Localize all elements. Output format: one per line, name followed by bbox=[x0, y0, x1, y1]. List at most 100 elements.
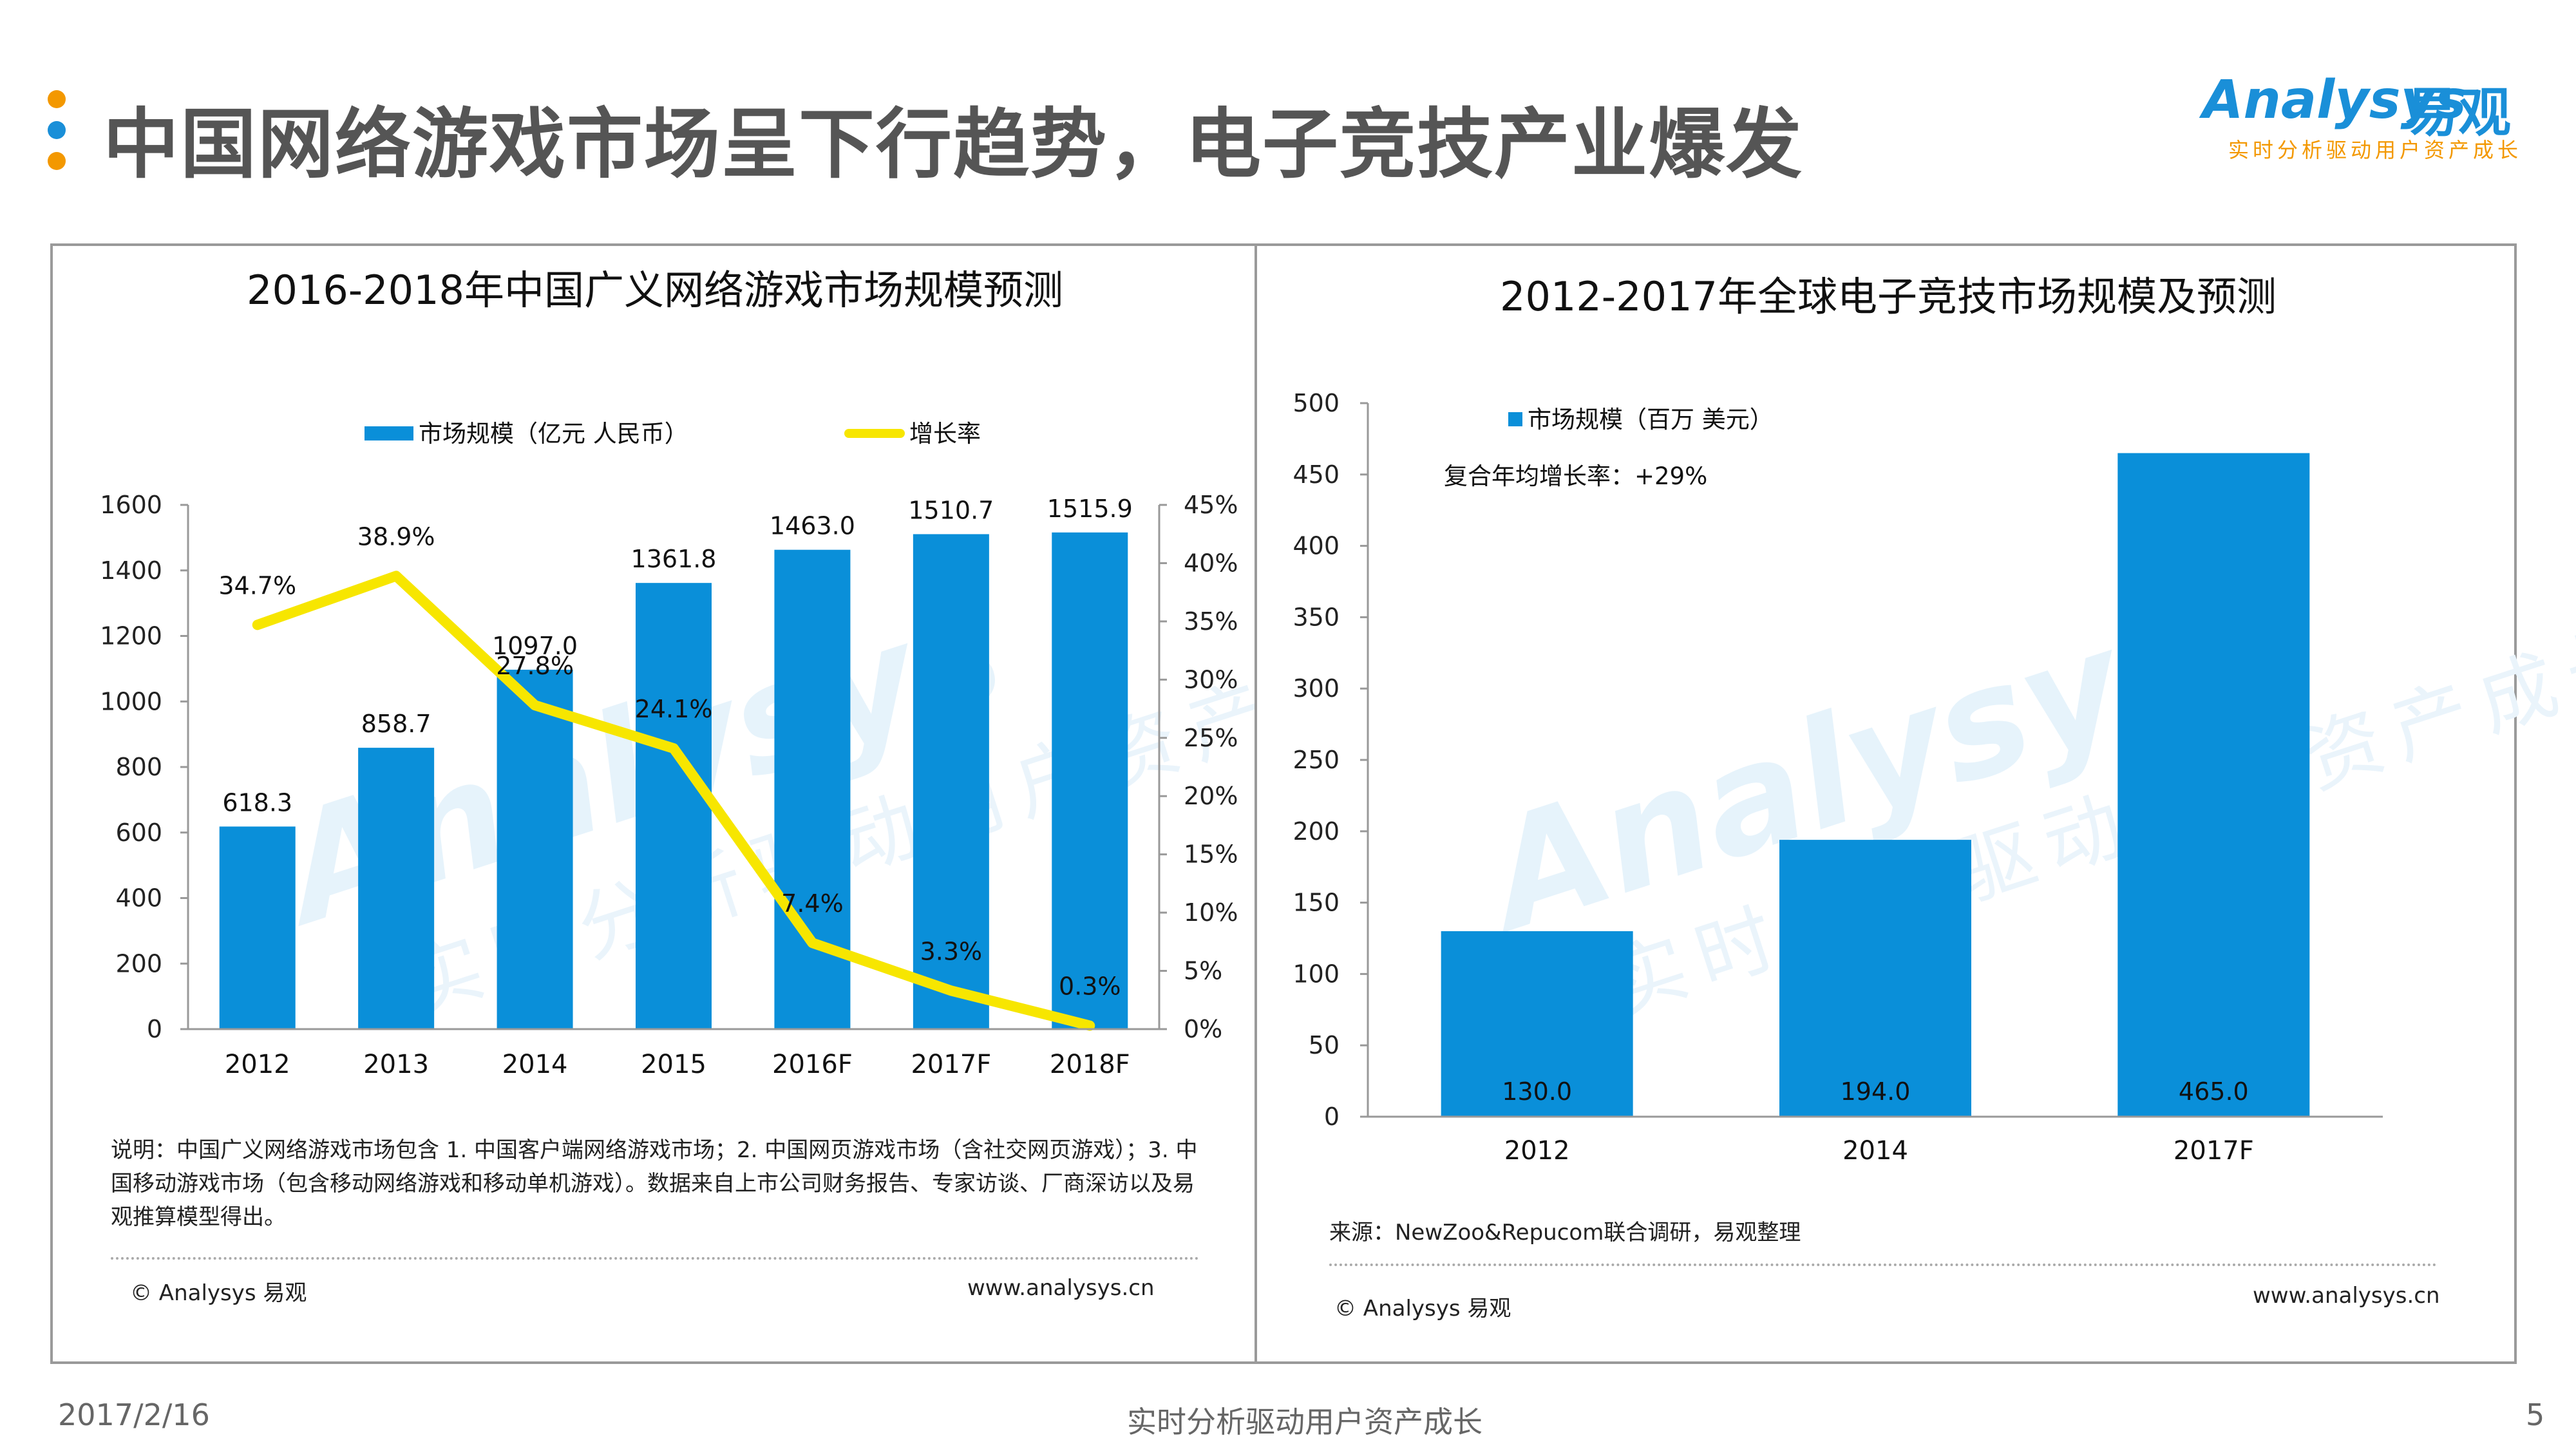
website-url: www.analysys.cn bbox=[967, 1275, 1155, 1301]
bar-value-label: 194.0 bbox=[1841, 1077, 1911, 1106]
logo-wordmark: Analysys bbox=[2202, 70, 2467, 131]
y-tick-label: 350 bbox=[1293, 603, 1340, 631]
bar bbox=[1441, 931, 1633, 1117]
bar-value-label: 1510.7 bbox=[908, 496, 994, 524]
x-tick-label: 2014 bbox=[502, 1050, 568, 1079]
y2-tick-label: 5% bbox=[1184, 957, 1222, 985]
y-tick-label: 1000 bbox=[100, 687, 162, 715]
y2-tick-label: 20% bbox=[1184, 782, 1238, 810]
y-tick-label: 800 bbox=[115, 753, 162, 781]
y-tick-label: 50 bbox=[1309, 1031, 1340, 1059]
bullet-dot bbox=[48, 121, 66, 139]
y2-tick-label: 0% bbox=[1184, 1015, 1222, 1043]
page-number: 5 bbox=[2526, 1397, 2545, 1432]
growth-point bbox=[950, 990, 952, 992]
y2-tick-label: 10% bbox=[1184, 898, 1238, 927]
y-tick-label: 100 bbox=[1293, 960, 1340, 988]
growth-value-label: 27.8% bbox=[496, 652, 574, 680]
bar bbox=[913, 534, 989, 1029]
bar-value-label: 618.3 bbox=[222, 788, 292, 817]
growth-point bbox=[395, 575, 397, 577]
y-tick-label: 450 bbox=[1293, 460, 1340, 489]
y-tick-label: 0 bbox=[1324, 1103, 1340, 1131]
x-tick-label: 2017F bbox=[2174, 1136, 2254, 1160]
growth-point bbox=[534, 705, 536, 706]
growth-value-label: 7.4% bbox=[781, 889, 844, 918]
y-tick-label: 1600 bbox=[100, 491, 162, 519]
y-tick-label: 200 bbox=[115, 949, 162, 978]
growth-value-label: 0.3% bbox=[1059, 972, 1121, 1001]
y2-tick-label: 25% bbox=[1184, 724, 1238, 752]
y-tick-label: 400 bbox=[1293, 532, 1340, 560]
growth-value-label: 34.7% bbox=[218, 571, 296, 600]
bar bbox=[2117, 453, 2310, 1117]
legend-label-growth: 增长率 bbox=[909, 420, 981, 448]
y-tick-label: 1400 bbox=[100, 556, 162, 585]
logo-chinese: 易观 bbox=[2405, 82, 2512, 144]
y-axis-left: 0 200 400 600 800 1000 1200 1400 1600 bbox=[100, 491, 189, 1043]
chart-legend: 市场规模（亿元 人民币） 增长率 bbox=[365, 420, 981, 448]
footer-slogan: 实时分析驱动用户资产成长 bbox=[1127, 1405, 1482, 1439]
bar-value-label: 1463.0 bbox=[770, 512, 855, 540]
bar-value-label: 465.0 bbox=[2179, 1077, 2249, 1106]
growth-point bbox=[811, 942, 813, 944]
x-tick-label: 2015 bbox=[641, 1050, 706, 1079]
market-size-chart: 2016-2018年中国广义网络游戏市场规模预测 市场规模（亿元 人民币） 增长率… bbox=[100, 267, 1238, 1079]
y-tick-label: 300 bbox=[1293, 674, 1340, 703]
x-tick-label: 2018F bbox=[1050, 1050, 1130, 1079]
legend-label-market-size: 市场规模（亿元 人民币） bbox=[419, 420, 688, 448]
data-labels: 618.3 858.7 1097.0 1361.8 1463.0 1510.7 1515.9… bbox=[218, 495, 1132, 1001]
bar-value-label: 130.0 bbox=[1502, 1077, 1572, 1106]
cagr-annotation: 复合年均增长率：+29% bbox=[1444, 462, 1707, 490]
title-bullet-dots bbox=[48, 90, 66, 174]
website-url: www.analysys.cn bbox=[2253, 1283, 2440, 1309]
x-axis: 2012 2013 2014 2015 2016F 2017F 2018F bbox=[188, 1028, 1159, 1079]
y-tick-label: 200 bbox=[1293, 817, 1340, 846]
y-tick-label: 0 bbox=[147, 1015, 162, 1043]
right-chart-panel: Analysys 实时分析驱动用户资产成长 2012-2017年全球电子竞技市场… bbox=[1255, 243, 2576, 1364]
growth-point bbox=[673, 748, 674, 750]
chart-note: 说明：中国广义网络游戏市场包含 1. 中国客户端网络游戏市场；2. 中国网页游戏… bbox=[111, 1137, 1198, 1230]
bar bbox=[358, 748, 435, 1029]
y-tick-label: 400 bbox=[115, 884, 162, 913]
logo-slogan: 实时分析驱动用户资产成长 bbox=[2228, 138, 2523, 162]
x-axis: 2012 2014 2017F bbox=[1368, 1115, 2383, 1160]
growth-point bbox=[1089, 1025, 1091, 1027]
bar bbox=[1052, 532, 1128, 1029]
x-tick-label: 2012 bbox=[1504, 1136, 1570, 1160]
x-tick-label: 2017F bbox=[911, 1050, 991, 1079]
x-tick-label: 2013 bbox=[363, 1050, 429, 1079]
y-axis: 0 50 100 150 200 250 300 350 400 450 500 bbox=[1293, 389, 1369, 1131]
bar-value-label: 1097.0 bbox=[492, 632, 578, 660]
bar-series bbox=[219, 532, 1128, 1029]
bar bbox=[1779, 840, 1971, 1117]
y2-tick-label: 45% bbox=[1184, 491, 1238, 519]
y2-tick-label: 35% bbox=[1184, 607, 1238, 636]
source-note: 来源：NewZoo&Repucom联合调研，易观整理 bbox=[1329, 1220, 1801, 1245]
y-tick-label: 150 bbox=[1293, 889, 1340, 917]
bar bbox=[219, 826, 296, 1029]
legend-label: 市场规模（百万 美元） bbox=[1528, 406, 1774, 433]
esports-market-chart: 2012-2017年全球电子竞技市场规模及预测 市场规模（百万 美元） 复合年均… bbox=[1293, 273, 2383, 1160]
copyright: © Analysys 易观 bbox=[1334, 1296, 1511, 1321]
growth-value-label: 38.9% bbox=[357, 522, 435, 551]
y2-tick-label: 15% bbox=[1184, 840, 1238, 869]
y-tick-label: 500 bbox=[1293, 389, 1340, 417]
data-labels: 130.0 194.0 465.0 bbox=[1502, 1077, 2248, 1106]
growth-line-series bbox=[252, 571, 1095, 1031]
chart-legend: 市场规模（百万 美元） bbox=[1508, 406, 1774, 433]
bullet-dot bbox=[48, 90, 66, 108]
divider bbox=[111, 1257, 1199, 1260]
chart-title: 2016-2018年中国广义网络游戏市场规模预测 bbox=[247, 267, 1063, 314]
bar-value-label: 1361.8 bbox=[631, 545, 717, 573]
page-title: 中国网络游戏市场呈下行趋势，电子竞技产业爆发 bbox=[103, 100, 1804, 189]
left-chart-panel: Analysys 实时分析驱动用户资产成长 2016-2018年中国广义网络游戏… bbox=[50, 243, 1465, 1364]
growth-point bbox=[256, 624, 258, 626]
y2-tick-label: 30% bbox=[1184, 665, 1238, 694]
y-tick-label: 1200 bbox=[100, 622, 162, 650]
growth-value-label: 3.3% bbox=[920, 937, 983, 965]
bullet-dot bbox=[48, 152, 66, 170]
x-tick-label: 2012 bbox=[225, 1050, 290, 1079]
legend-swatch bbox=[1508, 412, 1522, 426]
divider bbox=[1329, 1264, 2437, 1266]
